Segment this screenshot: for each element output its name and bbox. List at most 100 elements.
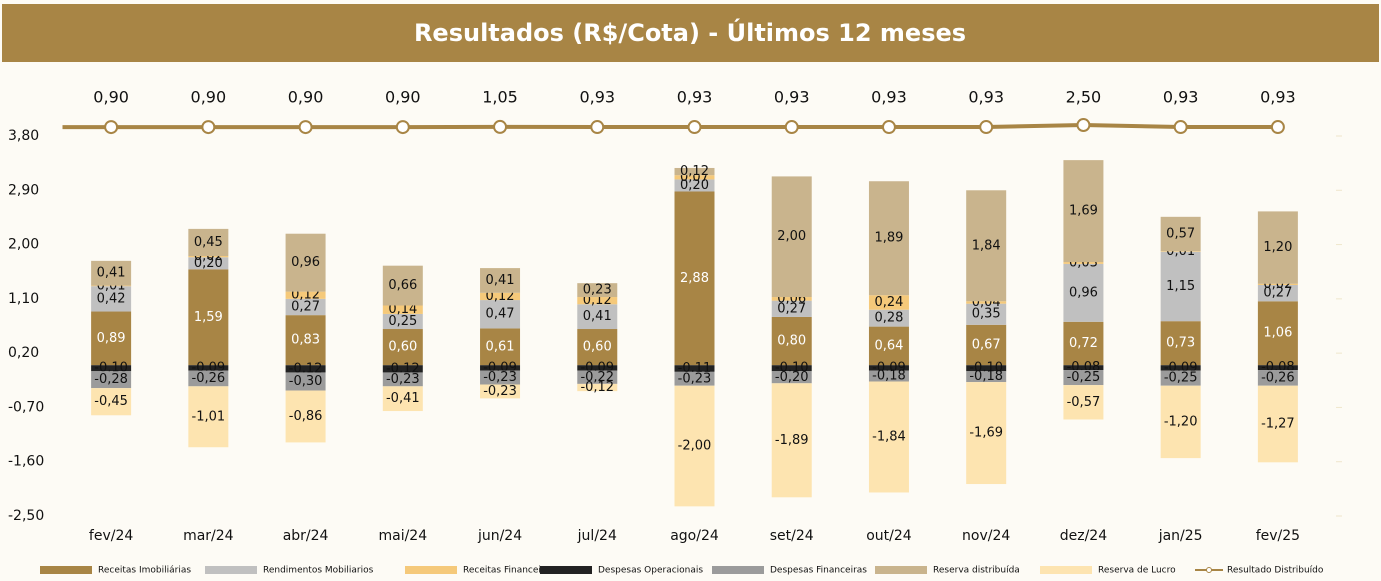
bar-segment: [188, 365, 229, 371]
legend-swatch: [1206, 567, 1212, 573]
bar-segment: [1257, 365, 1298, 371]
bar-segment: [91, 388, 132, 416]
data-label: 0,27: [777, 301, 806, 316]
bar-segment: [382, 305, 423, 314]
data-label: 0,60: [583, 340, 612, 355]
x-tick-label: fev/25: [1256, 528, 1300, 544]
bar-segment: [966, 324, 1007, 366]
x-tick-label: jan/25: [1158, 528, 1203, 544]
bar-segment: [382, 313, 423, 330]
bar-segment: [771, 365, 812, 372]
data-label: 0,23: [583, 283, 612, 298]
bar-segment: [1257, 301, 1298, 366]
bar-segment: [1063, 385, 1104, 420]
bar-segment: [966, 382, 1007, 485]
bar-segment: [966, 301, 1007, 304]
legend-swatch: [40, 566, 92, 574]
legend-label: Reserva de Lucro: [1098, 566, 1176, 576]
data-label: 0,66: [388, 278, 417, 293]
bar-segment: [1063, 160, 1104, 263]
data-label: -0,25: [1067, 370, 1101, 385]
legend-swatch: [1040, 566, 1092, 574]
bar-segment: [1160, 251, 1201, 322]
bar-segment: [771, 383, 812, 498]
legend-swatch: [875, 566, 927, 574]
bar-segment: [868, 365, 909, 371]
bar-segment: [382, 372, 423, 387]
bar-segment: [1063, 370, 1104, 386]
data-label: 1,69: [1069, 204, 1098, 219]
data-label: 0,80: [777, 334, 806, 349]
bar-segment: [674, 167, 715, 176]
line-label: 0,90: [93, 88, 129, 107]
line-point: [298, 120, 313, 135]
bar-segment: [285, 233, 326, 292]
data-label: 0,27: [1263, 286, 1292, 301]
line-label: 0,90: [385, 88, 421, 107]
data-label: 0,42: [97, 291, 126, 306]
line-point: [979, 120, 994, 135]
legend-swatch: [405, 566, 457, 574]
bar-segment: [1063, 262, 1104, 264]
data-label: 0,96: [1069, 285, 1098, 300]
bar-segment: [577, 283, 618, 298]
bar-segment: [91, 311, 132, 366]
bar-segment: [868, 370, 909, 382]
data-label: -0,23: [386, 372, 420, 387]
bar-segment: [1160, 370, 1201, 386]
legend-swatch: [540, 566, 592, 574]
bar-segment: [1160, 251, 1201, 252]
bar-segment: [674, 175, 715, 180]
line-label: 0,90: [191, 88, 227, 107]
bar-segment: [188, 370, 229, 387]
data-label: 1,06: [1263, 326, 1292, 341]
bar-segment: [771, 300, 812, 317]
line-point: [201, 120, 216, 135]
bar-segment: [771, 316, 812, 366]
bar-segment: [382, 265, 423, 306]
data-label: 0,24: [874, 295, 903, 310]
data-label: 0,64: [874, 338, 903, 353]
data-label: -0,23: [678, 371, 712, 386]
legend-label: Reserva distribuída: [933, 566, 1020, 576]
data-label: 0,41: [486, 273, 515, 288]
bar-segment: [674, 371, 715, 386]
line-point: [1270, 120, 1285, 135]
bar-segment: [480, 370, 521, 385]
bar-segment: [382, 365, 423, 373]
data-label: 0,12: [680, 164, 709, 179]
data-label: -0,45: [94, 394, 128, 409]
chart-title: Resultados (R$/Cota) - Últimos 12 meses: [414, 17, 966, 47]
bar-segment: [868, 309, 909, 327]
line-point: [784, 120, 799, 135]
data-label: 0,20: [680, 178, 709, 193]
bar-segment: [1063, 263, 1104, 322]
data-label: 0,60: [388, 340, 417, 355]
bar-segment: [674, 365, 715, 372]
bar-segment: [91, 286, 132, 312]
line-label: 0,93: [1163, 88, 1199, 107]
bar-segment: [577, 304, 618, 330]
bar-segment: [868, 381, 909, 493]
bar-segment: [285, 372, 326, 391]
x-tick-label: ago/24: [670, 528, 719, 544]
x-tick-label: jul/24: [577, 528, 617, 544]
x-tick-label: mar/24: [183, 528, 234, 544]
bar-segment: [577, 329, 618, 366]
y-tick-label: 0,20: [8, 345, 39, 361]
bar-segment: [1257, 284, 1298, 302]
bar-segment: [91, 285, 132, 287]
bar-segment: [188, 257, 229, 270]
legend-label: Rendimentos Mobiliarios: [263, 566, 374, 576]
data-label: -0,23: [483, 370, 517, 385]
bar-segment: [1063, 321, 1104, 366]
bar-segment: [1257, 370, 1298, 386]
bar-segment: [868, 295, 909, 310]
bar-segment: [188, 269, 229, 366]
line-label: 0,93: [579, 88, 615, 107]
data-label: 2,88: [680, 271, 709, 286]
line-label: 1,05: [482, 88, 518, 107]
bar-segment: [966, 303, 1007, 325]
data-label: 0,14: [388, 302, 417, 317]
data-label: 0,67: [972, 338, 1001, 353]
